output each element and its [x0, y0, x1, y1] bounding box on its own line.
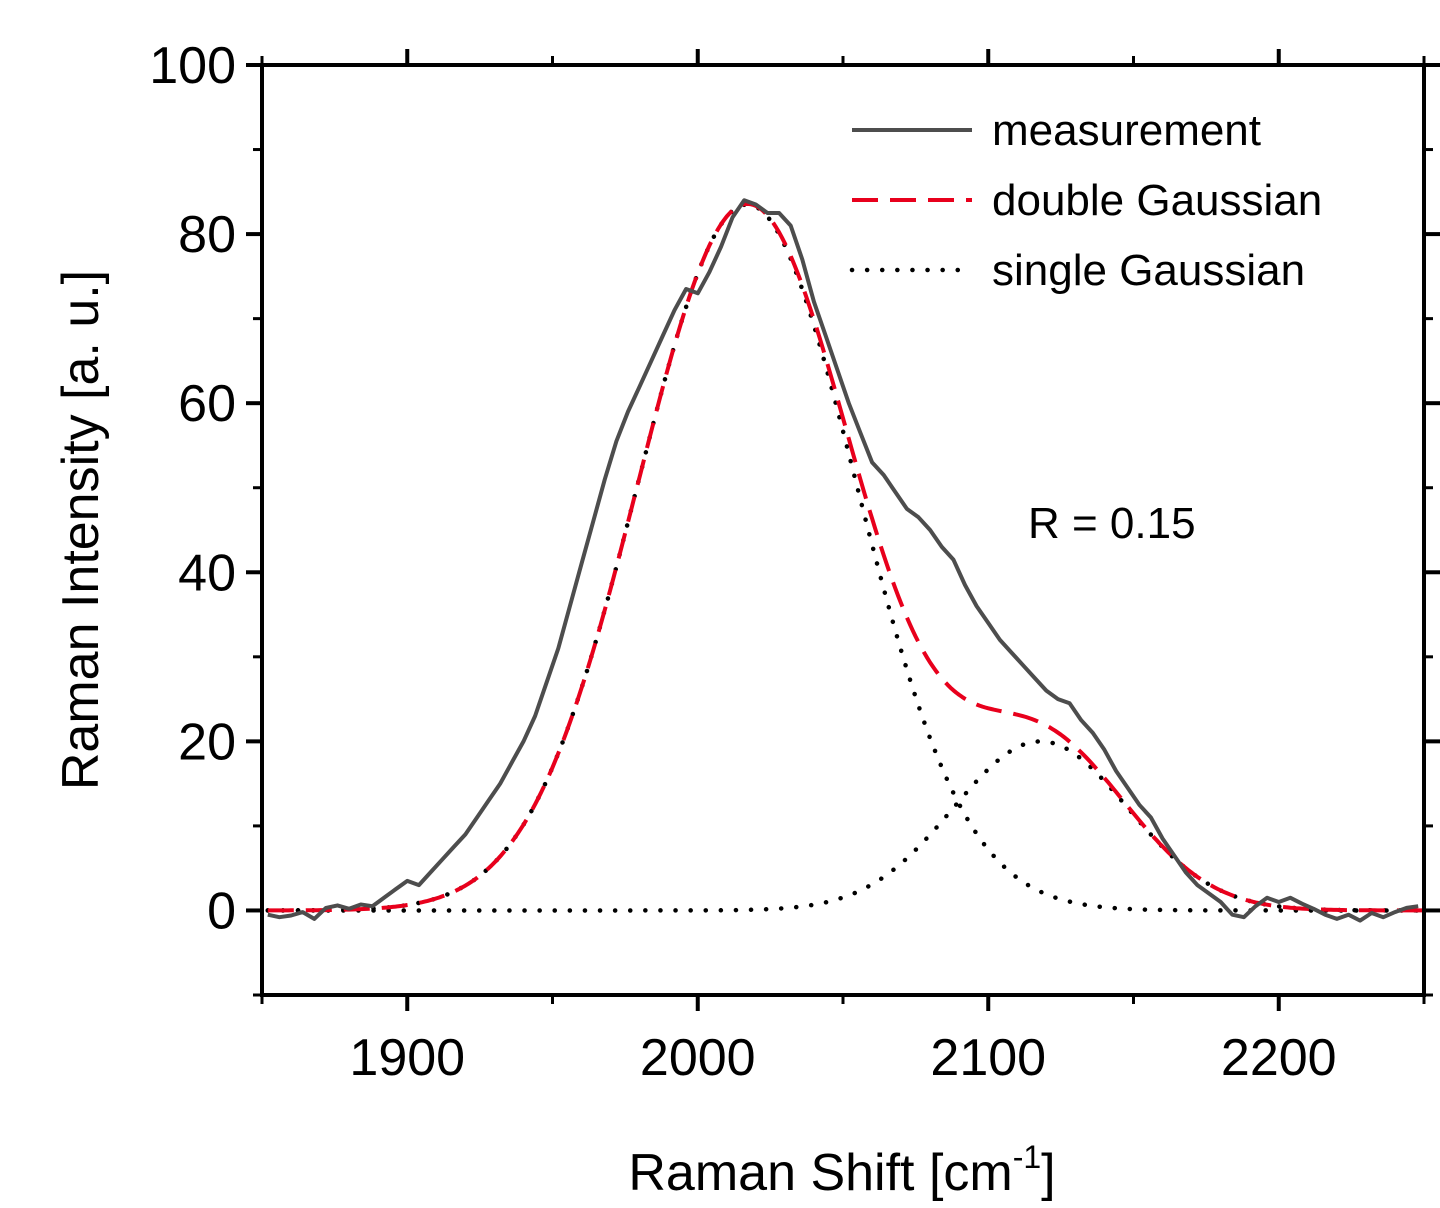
double-gaussian-line: [267, 201, 1424, 913]
series-layer: [265, 198, 1427, 923]
measurement-line: [267, 198, 1419, 923]
x-tick-label: 2200: [1221, 1029, 1337, 1087]
y-tick-label: 60: [178, 375, 236, 433]
x-tick-label: 1900: [349, 1029, 465, 1087]
x-axis-title-superscript: -1: [1013, 1139, 1041, 1175]
y-tick-label: 80: [178, 206, 236, 264]
legend-label: double Gaussian: [992, 176, 1322, 225]
legend: measurement double Gaussian single Gaussia…: [849, 106, 1322, 295]
major-ticks: [246, 49, 1440, 1011]
y-tick-label: 40: [178, 544, 236, 602]
y-tick-labels: 0 20 40 60 80 100: [149, 37, 236, 940]
x-axis-title-end: ]: [1041, 1144, 1055, 1202]
x-tick-label: 2000: [640, 1029, 756, 1087]
plot-frame: [260, 63, 1426, 997]
y-tick-label: 20: [178, 713, 236, 771]
single-gaussian-component-2: [265, 739, 1427, 913]
legend-label: measurement: [992, 106, 1261, 155]
legend-label: single Gaussian: [992, 246, 1305, 295]
r-value-annotation: R = 0.15: [1028, 499, 1196, 548]
x-axis-title: Raman Shift [cm-1]: [628, 1139, 1055, 1202]
y-tick-label: 0: [207, 882, 236, 940]
y-tick-label: 100: [149, 37, 236, 95]
y-axis-title: Raman Intensity [a. u.]: [52, 270, 110, 790]
single-gaussian-component-1: [265, 202, 1427, 913]
x-tick-label: 2100: [930, 1029, 1046, 1087]
x-tick-labels: 1900 2000 2100 2200: [349, 1029, 1336, 1087]
